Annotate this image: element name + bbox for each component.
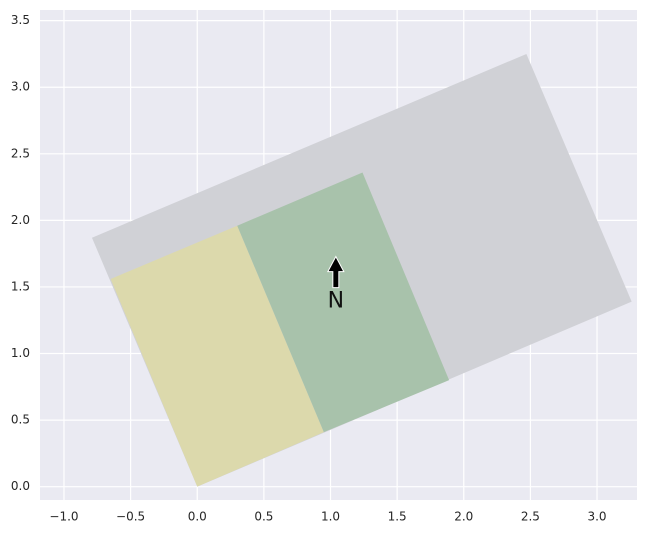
x-tick-label: 1.5	[388, 510, 407, 524]
y-tick-label: 1.0	[11, 346, 30, 360]
y-tick-label: 1.5	[11, 279, 30, 293]
x-tick-label: −1.0	[49, 510, 78, 524]
x-tick-label: 0.0	[188, 510, 207, 524]
x-tick-label: 2.0	[454, 510, 473, 524]
north-arrow	[327, 255, 345, 289]
x-tick-label: 0.5	[254, 510, 273, 524]
annotation: N	[328, 289, 344, 314]
polygon	[110, 225, 324, 487]
x-tick-label: 2.5	[521, 510, 540, 524]
x-tick-label: 1.0	[321, 510, 340, 524]
x-tick-label: 3.0	[587, 510, 606, 524]
y-tick-label: 3.5	[11, 13, 30, 27]
y-tick-label: 0.0	[11, 479, 30, 493]
y-tick-label: 3.0	[11, 80, 30, 94]
polygon	[237, 172, 450, 433]
x-tick-label: −0.5	[116, 510, 145, 524]
y-tick-label: 2.5	[11, 146, 30, 160]
y-tick-label: 2.0	[11, 213, 30, 227]
y-tick-label: 0.5	[11, 413, 30, 427]
